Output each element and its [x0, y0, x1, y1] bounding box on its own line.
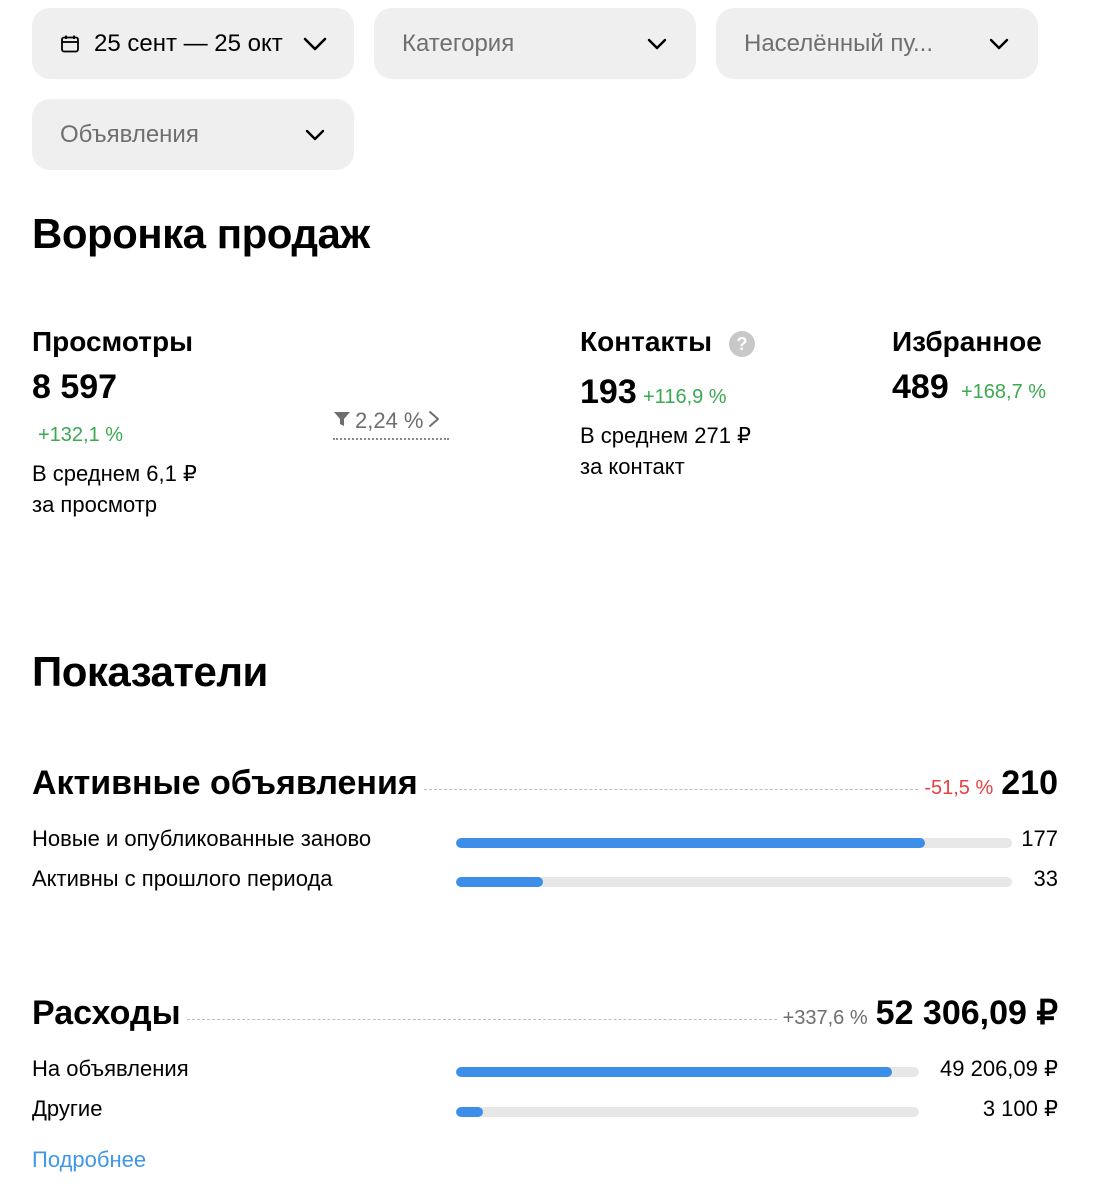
- conversion-link[interactable]: 2,24 %: [333, 408, 449, 440]
- expenses-ads-bar-fill: [456, 1067, 892, 1077]
- category-filter-text: Категория: [402, 29, 515, 57]
- expenses-change: +337,6 %: [782, 1007, 868, 1029]
- active-new-label: Новые и опубликованные заново: [32, 826, 372, 851]
- active-previous-value: 33: [1033, 866, 1058, 891]
- views-average-line2: за просмотр: [32, 492, 158, 517]
- views-change: +132,1 %: [38, 424, 124, 446]
- calendar-icon: [60, 34, 80, 54]
- favorites-label: Избранное: [892, 326, 1042, 357]
- expenses-other-value: 3 100 ₽: [982, 1096, 1058, 1121]
- views-label: Просмотры: [32, 326, 194, 357]
- active-new-value: 177: [1021, 826, 1058, 851]
- active-listings-title: Активные объявления: [32, 764, 418, 802]
- dotted-leader: [423, 789, 919, 790]
- listings-filter[interactable]: Объявления: [32, 99, 354, 170]
- expenses-other-bar: [456, 1107, 919, 1117]
- listings-filter-text: Объявления: [60, 120, 199, 148]
- active-new-bar-fill: [456, 838, 925, 848]
- conversion-value: 2,24 %: [355, 408, 424, 433]
- favorites-change: +168,7 %: [961, 381, 1047, 403]
- locality-filter[interactable]: Населённый пу...: [716, 8, 1038, 79]
- locality-filter-text: Населённый пу...: [744, 29, 934, 57]
- contacts-value: 193: [580, 373, 637, 411]
- category-filter[interactable]: Категория: [374, 8, 696, 79]
- contacts-average-line1: В среднем 271 ₽: [580, 423, 752, 448]
- indicators-title: Показатели: [32, 648, 268, 695]
- help-icon[interactable]: ?: [729, 331, 755, 357]
- active-previous-label: Активны с прошлого периода: [32, 866, 333, 891]
- expenses-value: 52 306,09 ₽: [875, 994, 1058, 1032]
- active-previous-bar-fill: [456, 877, 544, 887]
- dotted-leader: [186, 1019, 777, 1020]
- favorites-value: 489: [892, 368, 949, 406]
- views-value: 8 597: [32, 368, 118, 406]
- date-range-filter[interactable]: 25 сент — 25 окт: [32, 8, 354, 79]
- expenses-other-label: Другие: [32, 1096, 103, 1121]
- active-new-bar: [456, 838, 1012, 848]
- chevron-down-icon: [302, 122, 328, 148]
- active-previous-bar: [456, 877, 1012, 887]
- expenses-ads-bar: [456, 1067, 919, 1077]
- date-range-text: 25 сент — 25 окт: [94, 29, 283, 57]
- views-average: В среднем 6,1 ₽ за просмотр: [32, 458, 197, 520]
- chevron-down-icon: [644, 31, 670, 57]
- more-details-link[interactable]: Подробнее: [32, 1147, 147, 1172]
- active-listings-value: 210: [1001, 764, 1058, 802]
- views-average-line1: В среднем 6,1 ₽: [32, 461, 197, 486]
- contacts-change: +116,9 %: [643, 386, 727, 408]
- expenses-other-bar-fill: [456, 1107, 484, 1117]
- expenses-header: Расходы +337,6 % 52 306,09 ₽: [32, 993, 1058, 1033]
- expenses-ads-value: 49 206,09 ₽: [940, 1056, 1058, 1081]
- expenses-ads-label: На объявления: [32, 1056, 189, 1081]
- contacts-average-line2: за контакт: [580, 454, 685, 479]
- funnel-title: Воронка продаж: [32, 210, 370, 257]
- funnel-icon: [333, 408, 351, 434]
- active-listings-change: -51,5 %: [924, 777, 994, 799]
- chevron-down-icon: [986, 31, 1012, 57]
- active-listings-header: Активные объявления -51,5 % 210: [32, 764, 1058, 803]
- contacts-average: В среднем 271 ₽ за контакт: [580, 420, 751, 482]
- expenses-title: Расходы: [32, 994, 181, 1032]
- chevron-right-icon: [428, 408, 440, 434]
- chevron-down-icon: [302, 31, 328, 57]
- contacts-label: Контакты: [580, 326, 713, 357]
